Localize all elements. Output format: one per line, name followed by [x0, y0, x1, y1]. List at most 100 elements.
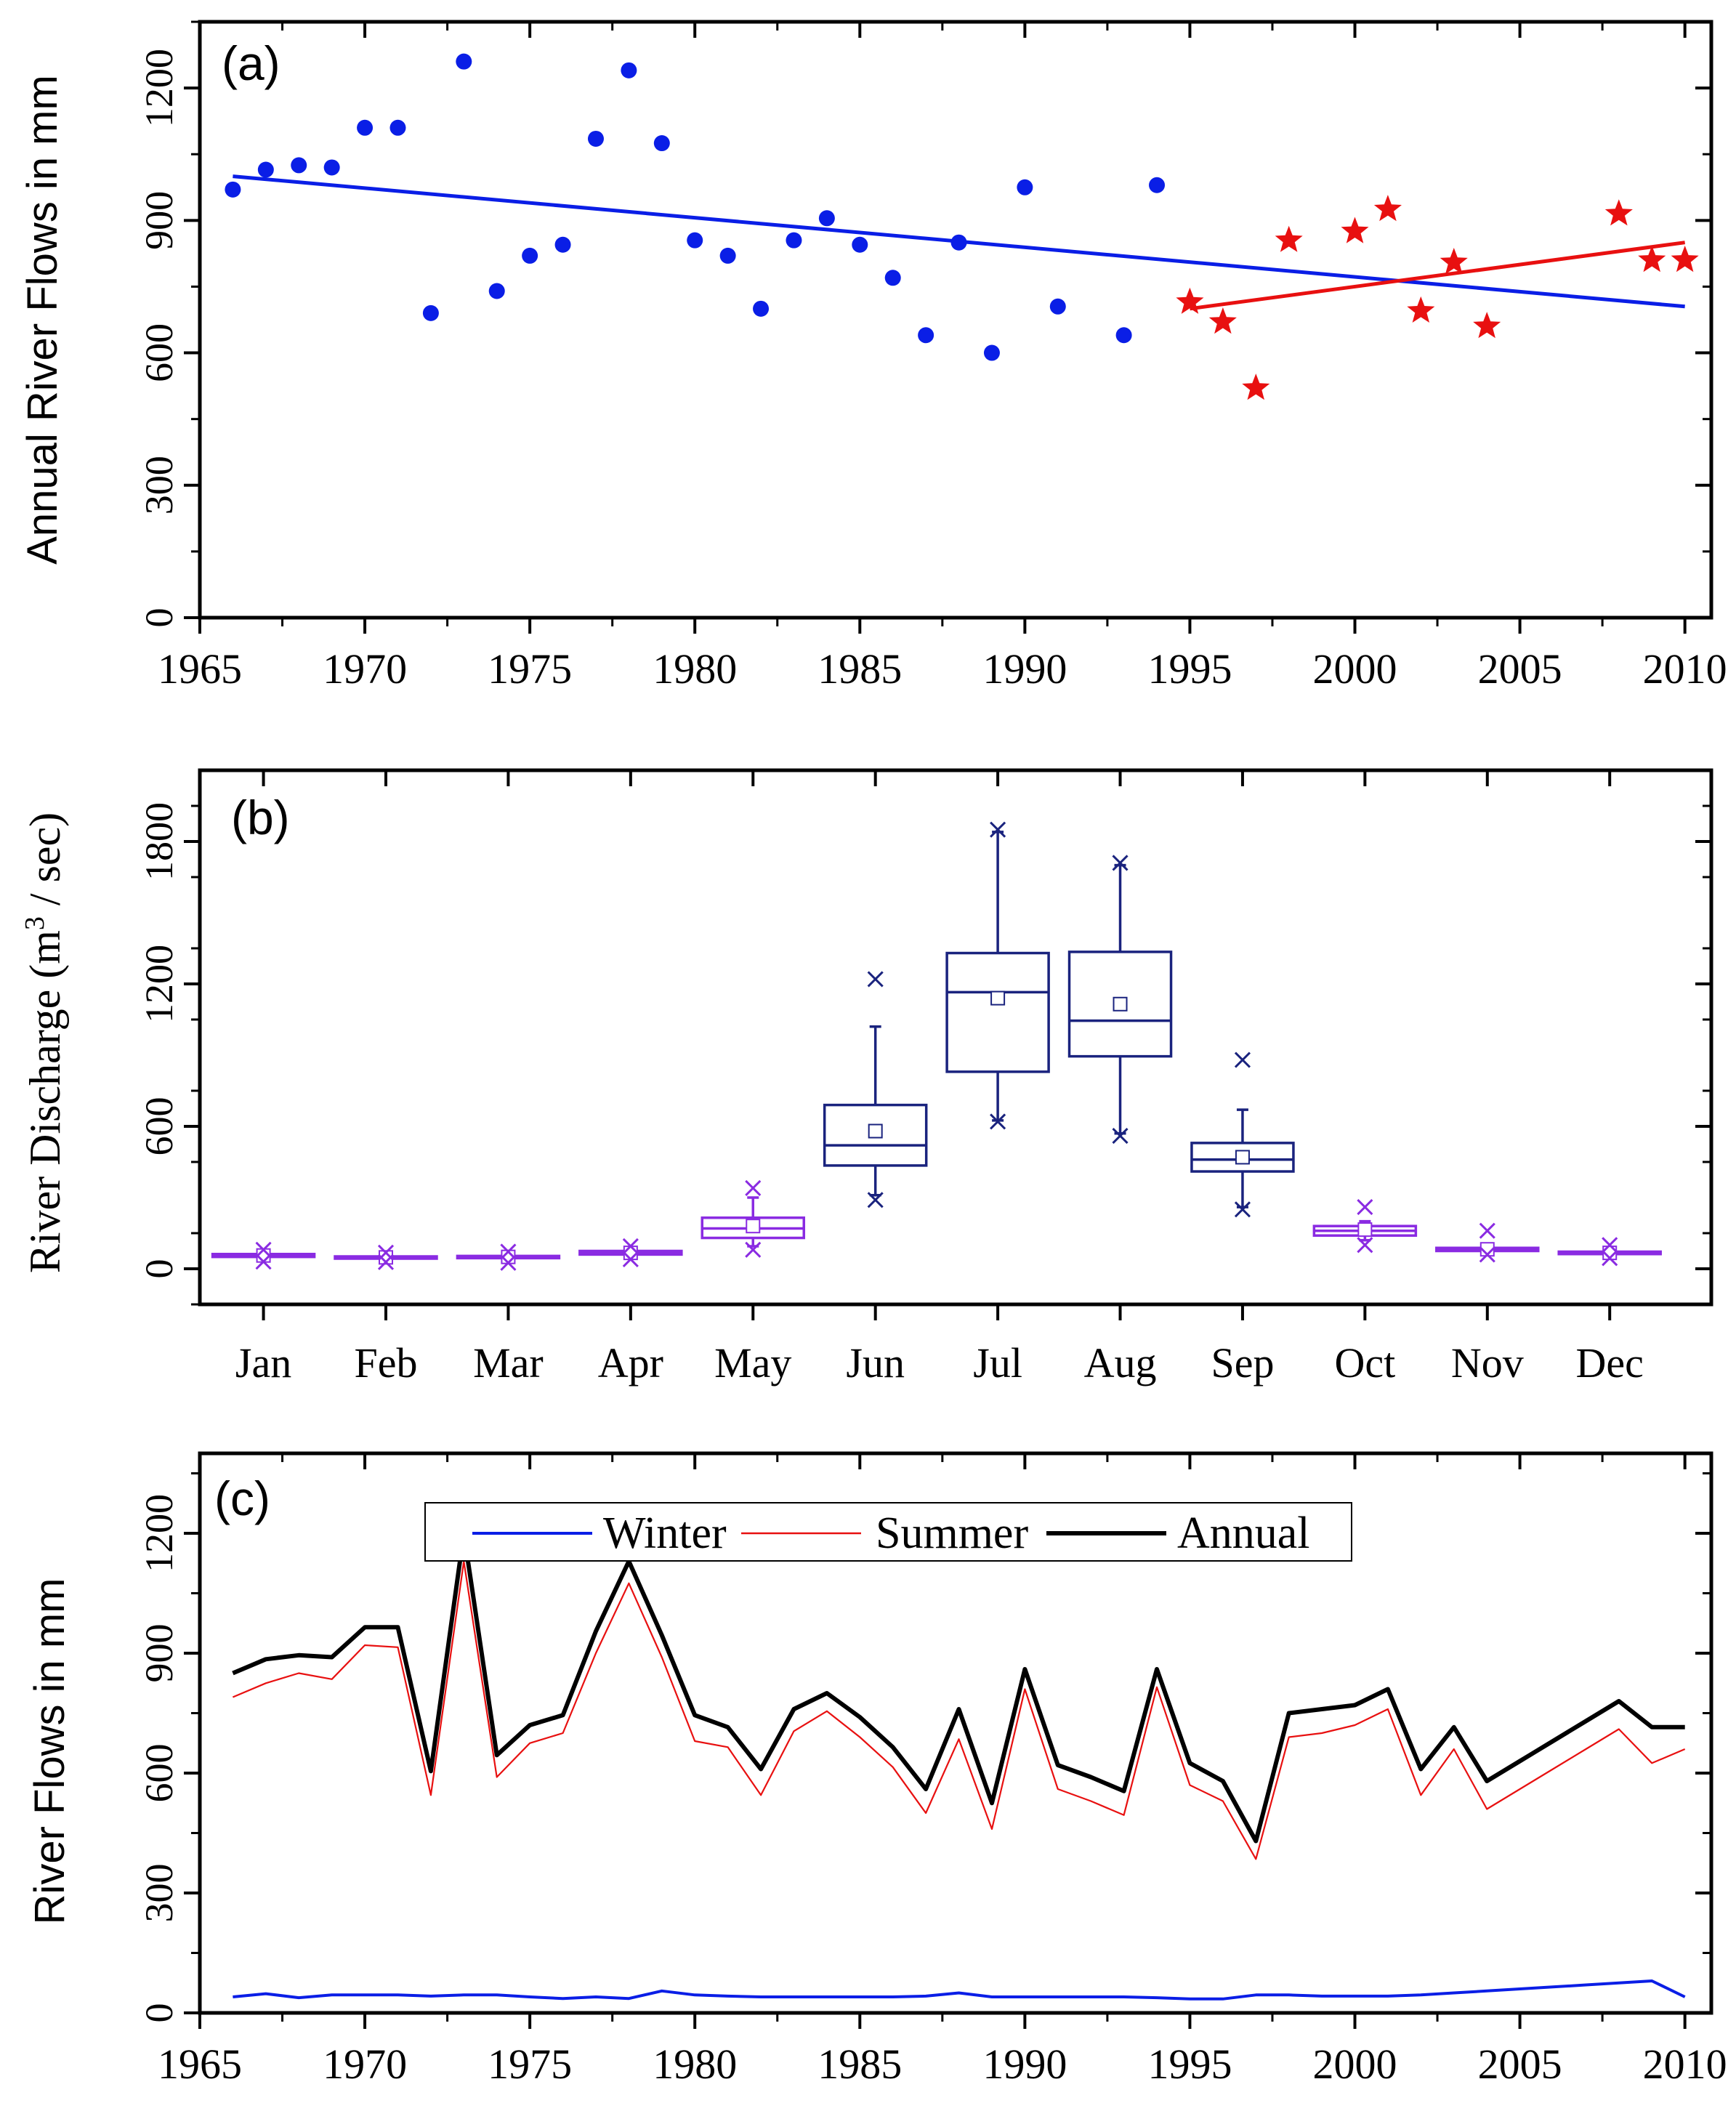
panel-a-x-tick-label: 1980	[653, 645, 737, 693]
panel-b-y-axis-label-sup: 3	[20, 916, 50, 930]
panel-c-x-tick-label: 1990	[982, 2041, 1067, 2088]
data-point-circle	[488, 283, 505, 299]
panel-c-x-tick-label: 1980	[653, 2041, 737, 2088]
data-point-star	[1638, 246, 1666, 273]
panel-b-x-tick-label: Mar	[473, 1339, 544, 1386]
series-line-summer	[232, 1560, 1686, 1860]
panel-b-y-tick-label: 0	[137, 1259, 181, 1279]
mean-marker	[1235, 1150, 1250, 1165]
panel-a-x-tick-label: 1990	[982, 645, 1067, 693]
data-point-circle	[1149, 177, 1166, 193]
panel-a-label: (a)	[222, 36, 280, 90]
max-marker	[1357, 1199, 1373, 1216]
panel-b-x-tick-labels: Jan Feb Mar Apr May Jun Jul Aug Sep Oct Nov Dec	[235, 1339, 1644, 1386]
panel-a-y-tick-labels: 0 300 600 900 1200	[137, 49, 181, 627]
box-jul	[945, 821, 1050, 1130]
min-marker	[867, 1192, 884, 1208]
panel-a-x-tick-labels: 1965 1970 1975 1980 1985 1990 1995 2000 2005 2010	[158, 645, 1727, 693]
box-dec	[1557, 1237, 1662, 1267]
data-point-star	[1373, 195, 1402, 222]
min-marker	[1112, 1128, 1129, 1145]
box-oct	[1312, 1199, 1418, 1254]
min-marker	[1234, 1201, 1251, 1218]
panel-b-label: (b)	[231, 791, 290, 844]
min-marker	[1357, 1237, 1373, 1254]
panel-b-x-tick-label: Sep	[1211, 1339, 1274, 1386]
max-marker	[377, 1244, 395, 1261]
panel-a-points	[225, 53, 1699, 400]
panel-c-legend: Winter Summer Annual	[424, 1502, 1352, 1562]
legend-annual-text: Annual	[1177, 1509, 1310, 1558]
min-marker	[255, 1254, 272, 1270]
mean-marker	[1357, 1222, 1373, 1238]
panel-c-y-axis-label: River Flows in mm	[26, 1578, 73, 1925]
min-marker	[622, 1251, 639, 1267]
panel-a-x-tick-label: 1995	[1147, 645, 1232, 693]
max-marker	[622, 1238, 639, 1255]
panel-b-x-tick-label: Nov	[1451, 1339, 1524, 1386]
panel-a-y-axis-label: Annual River Flows in mm	[19, 75, 66, 565]
panel-b-y-axis-label-tail: / sec)	[21, 812, 69, 916]
max-marker	[745, 1179, 762, 1196]
box-sep	[1190, 1052, 1295, 1218]
mean-marker	[623, 1246, 638, 1261]
box-nov	[1435, 1222, 1540, 1263]
panel-c-y-tick-label: 0	[137, 2003, 181, 2023]
panel-b-x-tick-label: Dec	[1576, 1339, 1644, 1386]
min-marker	[1479, 1246, 1495, 1263]
panel-a-y-tick-label: 1200	[137, 49, 181, 127]
data-point-star	[1242, 374, 1270, 400]
panel-c-y-tick-labels: 0 300 600 900 1200	[137, 1494, 181, 2023]
box-feb	[334, 1244, 438, 1270]
panel-b-x-tick-label: May	[714, 1339, 791, 1386]
panel-b-y-axis-label: River Discharge (m3 / sec)	[20, 812, 69, 1273]
data-point-circle	[687, 232, 703, 249]
panel-a-y-tick-label: 300	[137, 456, 181, 514]
panel-b-x-tick-label: Apr	[598, 1339, 663, 1386]
data-point-circle	[291, 157, 307, 174]
panel-a-ticks	[184, 20, 1711, 634]
box-apr	[578, 1238, 683, 1267]
panel-a-x-tick-label: 2005	[1478, 645, 1562, 693]
mean-marker	[379, 1250, 393, 1265]
data-point-circle	[422, 304, 439, 321]
panel-b-x-tick-label: Jun	[846, 1339, 905, 1386]
box-aug	[1067, 855, 1173, 1145]
data-point-circle	[983, 344, 1000, 361]
panel-c-x-tick-labels: 1965 1970 1975 1980 1985 1990 1995 2000 2005 2010	[158, 2041, 1727, 2088]
min-marker	[745, 1241, 762, 1258]
box-iqr	[945, 951, 1050, 1073]
panel-b-y-tick-labels: 0 600 1200 1800	[137, 802, 181, 1279]
data-point-circle	[1049, 298, 1066, 315]
data-point-star	[1341, 217, 1369, 243]
data-point-circle	[456, 53, 472, 70]
panel-c-x-tick-label: 1970	[323, 2041, 407, 2088]
data-point-circle	[389, 119, 406, 136]
data-point-circle	[225, 181, 241, 198]
panel-b-ticks	[184, 770, 1711, 1320]
trend-line-1	[1190, 241, 1685, 311]
mean-marker	[990, 990, 1006, 1006]
data-point-circle	[621, 62, 637, 78]
data-point-circle	[852, 236, 868, 253]
data-point-circle	[522, 247, 538, 264]
panel-a-x-tick-label: 2010	[1643, 645, 1727, 693]
panel-c-y-tick-label: 300	[137, 1864, 181, 1923]
data-point-circle	[719, 247, 736, 264]
panel-c-series-lines	[232, 1531, 1686, 2001]
series-line-winter	[233, 1979, 1686, 2001]
max-marker	[990, 821, 1006, 838]
box-mar	[456, 1243, 561, 1271]
panel-b-y-tick-label: 1800	[137, 802, 181, 881]
mean-marker	[868, 1123, 883, 1139]
panel-a-y-tick-label: 600	[137, 323, 181, 382]
box-may	[701, 1179, 806, 1258]
panel-c-ticks	[184, 1453, 1711, 2029]
panel-a-x-tick-label: 1965	[158, 645, 242, 693]
data-point-circle	[884, 270, 901, 286]
mean-marker	[1113, 996, 1128, 1012]
panel-c-x-tick-label: 2005	[1478, 2041, 1562, 2088]
data-point-star	[1473, 312, 1501, 339]
min-marker	[990, 1113, 1006, 1130]
box-iqr	[1067, 950, 1173, 1058]
